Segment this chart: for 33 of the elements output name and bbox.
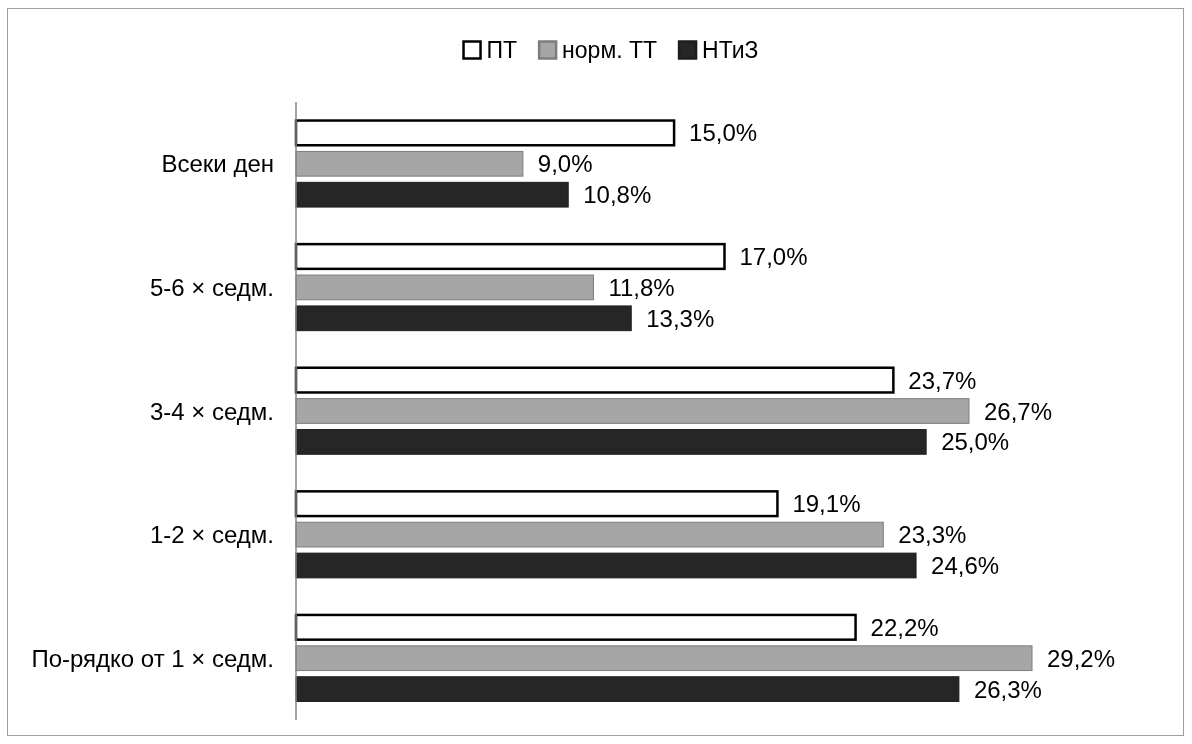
data-label: 24,6% [931, 552, 1000, 579]
data-label: 23,7% [908, 366, 977, 394]
legend-label: НТиЗ [702, 37, 759, 63]
data-label: 15,0% [689, 119, 758, 147]
legend-label: ПТ [486, 37, 518, 63]
bar [294, 119, 676, 147]
data-label: 25,0% [941, 428, 1010, 456]
bar [295, 676, 960, 702]
data-label: 11,8% [608, 273, 675, 301]
data-label: 9,0% [537, 150, 593, 178]
bar [294, 242, 726, 271]
data-label: 26,3% [973, 675, 1042, 703]
y-tick-label: Всеки ден [161, 150, 274, 178]
data-label: 17,0% [739, 243, 808, 270]
bar [294, 366, 895, 394]
y-tick-label: 5-6 × седм. [149, 273, 274, 301]
data-label: 29,2% [1047, 644, 1116, 672]
data-label: 10,8% [583, 181, 652, 209]
bar [295, 181, 569, 208]
data-label: 19,1% [792, 490, 861, 518]
bar [295, 429, 927, 455]
legend-label: норм. ТТ [562, 37, 658, 63]
bar [294, 490, 779, 518]
data-label: 23,3% [898, 521, 967, 549]
y-tick-label: 3-4 × седм. [149, 397, 274, 425]
data-label: 13,3% [646, 304, 715, 332]
data-label: 26,7% [983, 397, 1053, 425]
bar [294, 613, 857, 641]
data-label: 22,2% [870, 613, 939, 641]
bar [295, 552, 917, 579]
y-tick-label: 1-2 × седм. [149, 521, 274, 549]
y-tick-label: По-рядко от 1 × седм. [31, 644, 274, 672]
bar [295, 305, 632, 332]
